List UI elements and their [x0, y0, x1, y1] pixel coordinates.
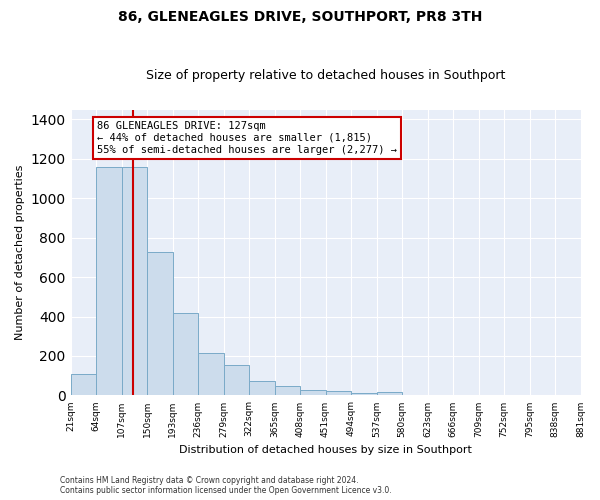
Bar	[300, 390, 326, 396]
Y-axis label: Number of detached properties: Number of detached properties	[15, 165, 25, 340]
Bar	[224, 366, 249, 396]
Bar	[351, 393, 377, 396]
Bar	[147, 252, 173, 396]
Bar	[198, 353, 224, 396]
Text: 86 GLENEAGLES DRIVE: 127sqm
← 44% of detached houses are smaller (1,815)
55% of : 86 GLENEAGLES DRIVE: 127sqm ← 44% of det…	[97, 122, 397, 154]
Text: Contains HM Land Registry data © Crown copyright and database right 2024.
Contai: Contains HM Land Registry data © Crown c…	[60, 476, 392, 495]
X-axis label: Distribution of detached houses by size in Southport: Distribution of detached houses by size …	[179, 445, 472, 455]
Bar	[122, 166, 147, 396]
Bar	[71, 374, 96, 396]
Title: Size of property relative to detached houses in Southport: Size of property relative to detached ho…	[146, 69, 505, 82]
Bar	[173, 313, 198, 396]
Text: 86, GLENEAGLES DRIVE, SOUTHPORT, PR8 3TH: 86, GLENEAGLES DRIVE, SOUTHPORT, PR8 3TH	[118, 10, 482, 24]
Bar	[275, 386, 300, 396]
Bar	[249, 380, 275, 396]
Bar	[377, 392, 402, 396]
Bar	[96, 166, 122, 396]
Bar	[326, 392, 351, 396]
